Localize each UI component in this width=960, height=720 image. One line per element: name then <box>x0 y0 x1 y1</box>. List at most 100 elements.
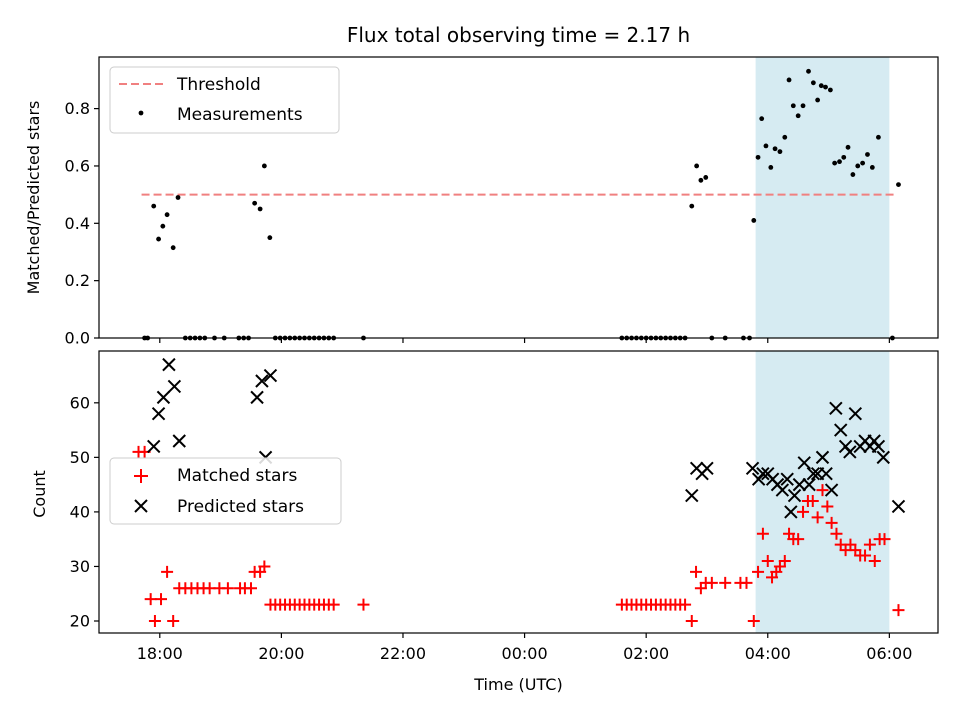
matched-stars-point <box>778 555 791 567</box>
measurements-point <box>850 172 856 177</box>
matched-stars-point <box>148 615 161 627</box>
top-y-tick-label: 0.2 <box>65 271 90 290</box>
measurements-point <box>832 160 838 166</box>
predicted-stars-point <box>891 499 906 514</box>
matched-stars-point <box>679 598 692 611</box>
measurements-point <box>795 113 801 119</box>
x-tick-label: 04:00 <box>745 644 791 663</box>
predicted-stars-point <box>876 450 890 465</box>
measurements-point <box>818 83 824 89</box>
measurements-point <box>800 103 806 109</box>
matched-stars-point <box>830 527 843 540</box>
measurements-point <box>175 195 181 200</box>
top-legend: Threshold Measurements <box>109 66 340 134</box>
matched-stars-point <box>705 576 718 589</box>
matched-stars-point <box>327 598 340 611</box>
top-panel: 0.0 0.2 0.4 0.6 0.8 Flux total observing tim… <box>24 23 939 348</box>
measurements-point <box>876 134 881 140</box>
predicted-stars-point <box>255 374 269 388</box>
legend-predicted-swatch <box>134 499 148 513</box>
measurements-point <box>855 163 861 169</box>
predicted-stars-point <box>802 477 816 492</box>
legend-measurements-label: Measurements <box>177 105 303 125</box>
predicted-stars-point <box>871 439 886 454</box>
predicted-stars-point <box>792 477 807 492</box>
measurements-point <box>755 154 761 160</box>
matched-stars-point <box>797 505 810 518</box>
matched-stars-point <box>719 576 732 589</box>
predicted-stars-point <box>829 401 843 415</box>
matched-stars-point <box>756 527 769 540</box>
measurements-point <box>156 236 161 242</box>
matched-stars-point <box>825 516 838 529</box>
predicted-stars-point <box>784 505 798 519</box>
measurements-point <box>763 143 769 149</box>
measurements-point <box>860 160 866 166</box>
measurements-point <box>810 80 816 86</box>
predicted-stars-point <box>250 390 264 405</box>
measurements-point <box>865 152 870 157</box>
matched-stars-point <box>878 533 891 546</box>
measurements-point <box>823 84 828 90</box>
top-plot-frame <box>98 56 939 339</box>
predicted-stars-point <box>824 483 839 497</box>
matched-stars-point <box>821 500 834 513</box>
predicted-stars-point <box>156 390 171 405</box>
measurements-point <box>160 223 166 229</box>
predicted-stars-point <box>745 461 760 475</box>
predicted-stars-point <box>815 450 830 465</box>
predicted-stars-point <box>780 472 794 486</box>
bottom-panel: 20 30 40 50 60 18:00 20:00 22:00 00:00 02:00 04:00… <box>30 350 939 694</box>
predicted-stars-point <box>819 467 833 481</box>
predicted-stars-point <box>172 434 186 448</box>
matched-stars-point <box>747 615 760 627</box>
matched-stars-point <box>144 593 157 606</box>
measurements-point <box>257 206 263 212</box>
chart-title: Flux total observing time = 2.17 h <box>347 23 690 47</box>
predicted-stars-point <box>843 445 857 459</box>
x-tick-label: 00:00 <box>502 644 548 663</box>
matched-stars-point <box>859 549 872 562</box>
legend-matched-label: Matched stars <box>177 466 297 486</box>
predicted-stars-point <box>151 407 166 421</box>
bottom-plot-frame <box>98 350 939 634</box>
measurements-point <box>768 164 774 170</box>
predicted-stars-point <box>797 456 811 470</box>
measurements-point <box>694 163 700 169</box>
matched-stars-point <box>816 484 829 497</box>
measurements-point <box>896 182 901 187</box>
measurements-point <box>170 245 176 251</box>
matched-stars-point <box>161 565 174 578</box>
measurements-point <box>261 163 267 169</box>
top-y-tick-label: 0.4 <box>65 214 90 233</box>
measurements-point <box>790 103 796 109</box>
predicted-stars-point <box>162 357 176 372</box>
legend-matched-swatch <box>134 469 148 483</box>
matched-stars-point <box>167 615 180 627</box>
predicted-stars-point <box>787 488 802 503</box>
measurements-point <box>782 134 788 140</box>
matched-stars-point <box>244 582 257 595</box>
bottom-legend: Matched stars Predicted stars <box>109 457 342 525</box>
measurements-point <box>252 200 258 206</box>
bottom-legend-box <box>109 457 342 525</box>
x-tick-label: 20:00 <box>258 644 304 663</box>
matched-stars-point <box>792 533 805 546</box>
predicted-stars-point <box>263 368 278 383</box>
predicted-stars-point <box>834 423 848 437</box>
measurements-point <box>777 149 783 155</box>
top-y-tick-label: 0.0 <box>65 329 90 348</box>
matched-stars-point <box>863 538 876 551</box>
bottom-y-tick-label: 30 <box>70 557 90 576</box>
measurements-point <box>837 159 842 165</box>
x-tick-label: 18:00 <box>137 644 183 663</box>
x-tick-label: 02:00 <box>623 644 669 663</box>
matched-stars-point <box>806 495 819 507</box>
matched-stars-point <box>155 593 168 606</box>
matched-stars-point <box>221 582 234 595</box>
x-axis-label: Time (UTC) <box>473 675 562 694</box>
measurements-point <box>806 68 811 74</box>
top-y-tick-label: 0.6 <box>65 156 90 175</box>
measurements-point <box>164 212 170 218</box>
